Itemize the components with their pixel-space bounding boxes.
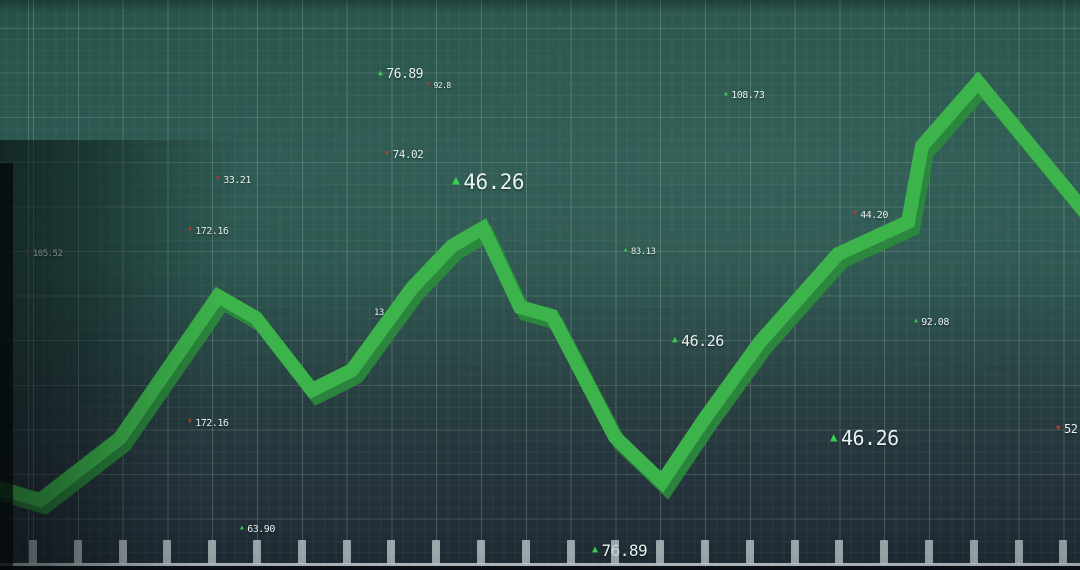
ruler-tick: [969, 540, 978, 564]
ruler-tick: [611, 540, 620, 564]
ruler-tick: [73, 540, 82, 564]
ruler-tick: [29, 540, 37, 564]
timeline-ruler: [0, 536, 1080, 570]
ruler-tick: [880, 540, 889, 564]
ruler-tick: [163, 540, 172, 564]
ruler-tick: [925, 540, 933, 564]
ruler-tick: [118, 540, 127, 564]
ruler-tick: [253, 540, 261, 564]
ruler-tick: [656, 540, 665, 564]
ruler-tick: [297, 540, 306, 564]
ruler-tick: [342, 540, 351, 564]
ruler-tick: [208, 540, 217, 564]
ruler-tick: [566, 540, 575, 564]
trend-line: [0, 71, 1080, 508]
ruler-baseline: [0, 563, 1080, 566]
ruler-tick: [745, 540, 754, 564]
ruler-tick: [387, 540, 396, 564]
ruler-tick: [1014, 540, 1023, 564]
ruler-tick: [477, 540, 485, 564]
ruler-tick: [432, 540, 441, 564]
ruler-tick: [701, 540, 709, 564]
ruler-bottom-strip: [0, 566, 1080, 570]
ruler-tick: [835, 540, 844, 564]
ruler-tick: [1059, 540, 1068, 564]
ruler-tick: [521, 540, 530, 564]
ruler-tick: [790, 540, 799, 564]
